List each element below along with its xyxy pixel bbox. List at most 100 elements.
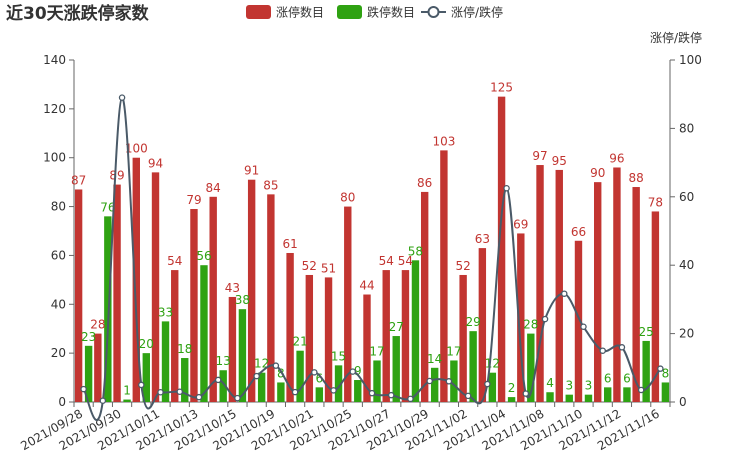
limit-up-bar[interactable] xyxy=(113,184,121,402)
ratio-point[interactable] xyxy=(99,397,107,404)
ratio-point[interactable] xyxy=(234,394,241,402)
ratio-point[interactable] xyxy=(291,388,299,396)
limit-up-bar[interactable] xyxy=(324,277,333,402)
limit-up-bar[interactable] xyxy=(382,270,390,402)
limit-down-bar[interactable] xyxy=(565,394,573,402)
limit-up-bar[interactable] xyxy=(613,167,621,402)
limit-up-bar[interactable] xyxy=(459,274,467,402)
limit-up-bar[interactable] xyxy=(151,172,160,402)
limit-down-bar[interactable] xyxy=(354,380,362,402)
limit-up-bar[interactable] xyxy=(305,274,314,402)
ratio-point[interactable] xyxy=(387,391,395,399)
ratio-point[interactable] xyxy=(657,365,664,372)
limit-down-bar[interactable] xyxy=(450,360,458,402)
limit-up-bar[interactable] xyxy=(478,248,487,402)
legend-label: 涨停数目 xyxy=(276,5,324,20)
limit-up-bar[interactable] xyxy=(632,187,640,402)
limit-down-bar[interactable] xyxy=(238,309,247,402)
limit-up-bar[interactable] xyxy=(363,294,371,402)
limit-up-bar[interactable] xyxy=(247,179,256,402)
ratio-point[interactable] xyxy=(407,395,414,403)
ratio-point[interactable] xyxy=(618,344,626,351)
limit-down-bar[interactable] xyxy=(469,331,477,402)
ratio-point[interactable] xyxy=(80,385,87,393)
ratio-point[interactable] xyxy=(195,393,203,401)
limit-down-bar[interactable] xyxy=(161,321,170,402)
limit-down-bar[interactable] xyxy=(584,394,593,402)
ratio-point[interactable] xyxy=(138,381,145,389)
limit-down-bar[interactable] xyxy=(527,333,535,402)
limit-up-bar[interactable] xyxy=(74,189,83,402)
ratio-point[interactable] xyxy=(368,389,376,397)
limit-down-bar[interactable] xyxy=(430,367,439,402)
ratio-point[interactable] xyxy=(118,94,126,101)
ratio-point[interactable] xyxy=(464,392,472,400)
limit-up-bar[interactable] xyxy=(267,194,275,402)
limit-down-bar[interactable] xyxy=(181,358,189,402)
limit-down-bar[interactable] xyxy=(488,372,497,402)
ratio-point[interactable] xyxy=(349,368,357,375)
ratio-point[interactable] xyxy=(176,388,183,395)
limit-up-bar[interactable] xyxy=(228,296,237,402)
limit-up-bar[interactable] xyxy=(209,196,217,402)
ratio-point[interactable] xyxy=(580,323,587,331)
limit-up-value-label: 54 xyxy=(167,254,182,268)
limit-up-bar[interactable] xyxy=(440,150,448,402)
limit-down-bar[interactable] xyxy=(546,392,554,402)
ratio-point[interactable] xyxy=(272,362,280,369)
legend[interactable]: 涨停数目 跌停数目 涨停/跌停 xyxy=(246,5,503,20)
ratio-point[interactable] xyxy=(503,184,510,192)
ratio-point[interactable] xyxy=(214,376,222,384)
limit-down-bar[interactable] xyxy=(604,387,612,402)
ratio-point[interactable] xyxy=(484,380,491,388)
limit-up-bar[interactable] xyxy=(171,270,179,402)
limit-down-bar[interactable] xyxy=(661,382,670,402)
limit-down-bar[interactable] xyxy=(84,345,93,402)
limit-down-bar[interactable] xyxy=(123,399,131,402)
limit-down-bar[interactable] xyxy=(200,265,208,402)
ratio-point[interactable] xyxy=(522,390,530,397)
limit-up-bar[interactable] xyxy=(651,211,660,402)
ratio-point[interactable] xyxy=(426,377,433,385)
limit-up-value-label: 103 xyxy=(432,134,455,148)
ratio-point[interactable] xyxy=(637,386,645,394)
ratio-point[interactable] xyxy=(330,387,337,394)
limit-down-bar[interactable] xyxy=(142,353,150,402)
limit-up-bar[interactable] xyxy=(132,157,140,402)
limit-down-bar[interactable] xyxy=(296,350,304,402)
limit-down-bar[interactable] xyxy=(257,372,266,402)
limit-down-bar[interactable] xyxy=(373,360,381,402)
limit-up-bar[interactable] xyxy=(286,252,294,402)
limit-down-bar[interactable] xyxy=(507,397,516,402)
ratio-point[interactable] xyxy=(445,378,453,385)
limit-up-bar[interactable] xyxy=(555,169,563,402)
limit-up-bar[interactable] xyxy=(344,206,352,402)
limit-down-bar[interactable] xyxy=(219,370,227,402)
limit-down-bar[interactable] xyxy=(315,387,324,402)
legend-item-limit-up[interactable]: 涨停数目 xyxy=(246,5,324,20)
limit-up-bar[interactable] xyxy=(574,240,583,402)
ratio-point[interactable] xyxy=(561,290,568,297)
limit-down-bar[interactable] xyxy=(642,340,650,402)
ratio-point[interactable] xyxy=(311,369,318,376)
ratio-point[interactable] xyxy=(157,389,164,396)
limit-down-bar[interactable] xyxy=(411,260,420,402)
limit-up-bar[interactable] xyxy=(190,209,198,402)
limit-up-bar[interactable] xyxy=(401,270,410,402)
legend-item-ratio[interactable]: 涨停/跌停 xyxy=(421,5,503,20)
limit-up-bar[interactable] xyxy=(517,233,525,402)
ratio-point[interactable] xyxy=(253,372,260,380)
limit-down-value-label: 13 xyxy=(216,354,231,368)
limit-down-bar[interactable] xyxy=(277,382,285,402)
limit-down-bar[interactable] xyxy=(334,365,343,402)
limit-up-bar[interactable] xyxy=(94,333,102,402)
ratio-point[interactable] xyxy=(599,347,606,354)
limit-up-bar[interactable] xyxy=(594,182,602,402)
limit-up-bar[interactable] xyxy=(536,165,544,402)
ratio-point[interactable] xyxy=(541,315,549,323)
limit-down-bar[interactable] xyxy=(623,387,631,402)
limit-down-bar[interactable] xyxy=(392,336,400,402)
limit-up-bar[interactable] xyxy=(420,191,429,402)
legend-item-limit-down[interactable]: 跌停数目 xyxy=(337,5,415,20)
limit-up-bar[interactable] xyxy=(497,96,506,403)
